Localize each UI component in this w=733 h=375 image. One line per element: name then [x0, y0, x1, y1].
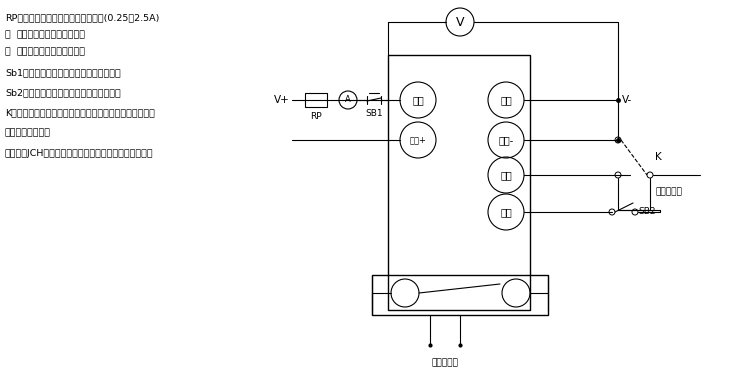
- Text: RP: RP: [310, 112, 322, 121]
- Text: 重合: 重合: [412, 95, 424, 105]
- Text: A: A: [345, 96, 351, 105]
- Text: 为电压表用来监视额定电压: 为电压表用来监视额定电压: [17, 48, 86, 57]
- Text: V: V: [456, 15, 464, 28]
- Text: 控制延时的启动。: 控制延时的启动。: [5, 129, 51, 138]
- Text: Ⓐ: Ⓐ: [5, 30, 11, 39]
- Text: K: K: [655, 152, 662, 162]
- Bar: [372, 275, 548, 315]
- Text: K为刀开关或同一继电器的两付同时动作的常开触点，用来: K为刀开关或同一继电器的两付同时动作的常开触点，用来: [5, 108, 155, 117]
- Text: 电源+: 电源+: [410, 135, 427, 144]
- Bar: [305, 93, 327, 107]
- Text: 启动: 启动: [500, 170, 512, 180]
- Text: 为安培表用来监视合闸电流: 为安培表用来监视合闸电流: [17, 30, 86, 39]
- Text: SB1: SB1: [365, 109, 383, 118]
- Text: Sb2为常开按钮，用来测试放电闭锁功能。: Sb2为常开按钮，用来测试放电闭锁功能。: [5, 88, 121, 98]
- Text: 接秒表停止: 接秒表停止: [432, 358, 458, 367]
- Text: 接秒表启动: 接秒表启动: [656, 187, 683, 196]
- Text: 放电: 放电: [500, 207, 512, 217]
- Text: RP为大功率滑成变阻器用来调节电流(0.25～2.5A): RP为大功率滑成变阻器用来调节电流(0.25～2.5A): [5, 13, 159, 22]
- Text: 合闸: 合闸: [500, 95, 512, 105]
- Text: V+: V+: [274, 95, 290, 105]
- Text: Ⓥ: Ⓥ: [5, 48, 11, 57]
- Text: V-: V-: [622, 95, 633, 105]
- Text: 电源-: 电源-: [498, 135, 514, 145]
- Text: SB2: SB2: [638, 207, 655, 216]
- Text: Sb1为常闭按钮，用来复位合闸保持电流。: Sb1为常闭按钮，用来复位合闸保持电流。: [5, 69, 121, 78]
- Text: 另有一付JCH常开触点接秒表停止，用来停止秒表计时。: 另有一付JCH常开触点接秒表停止，用来停止秒表计时。: [5, 148, 154, 158]
- Bar: [388, 55, 530, 310]
